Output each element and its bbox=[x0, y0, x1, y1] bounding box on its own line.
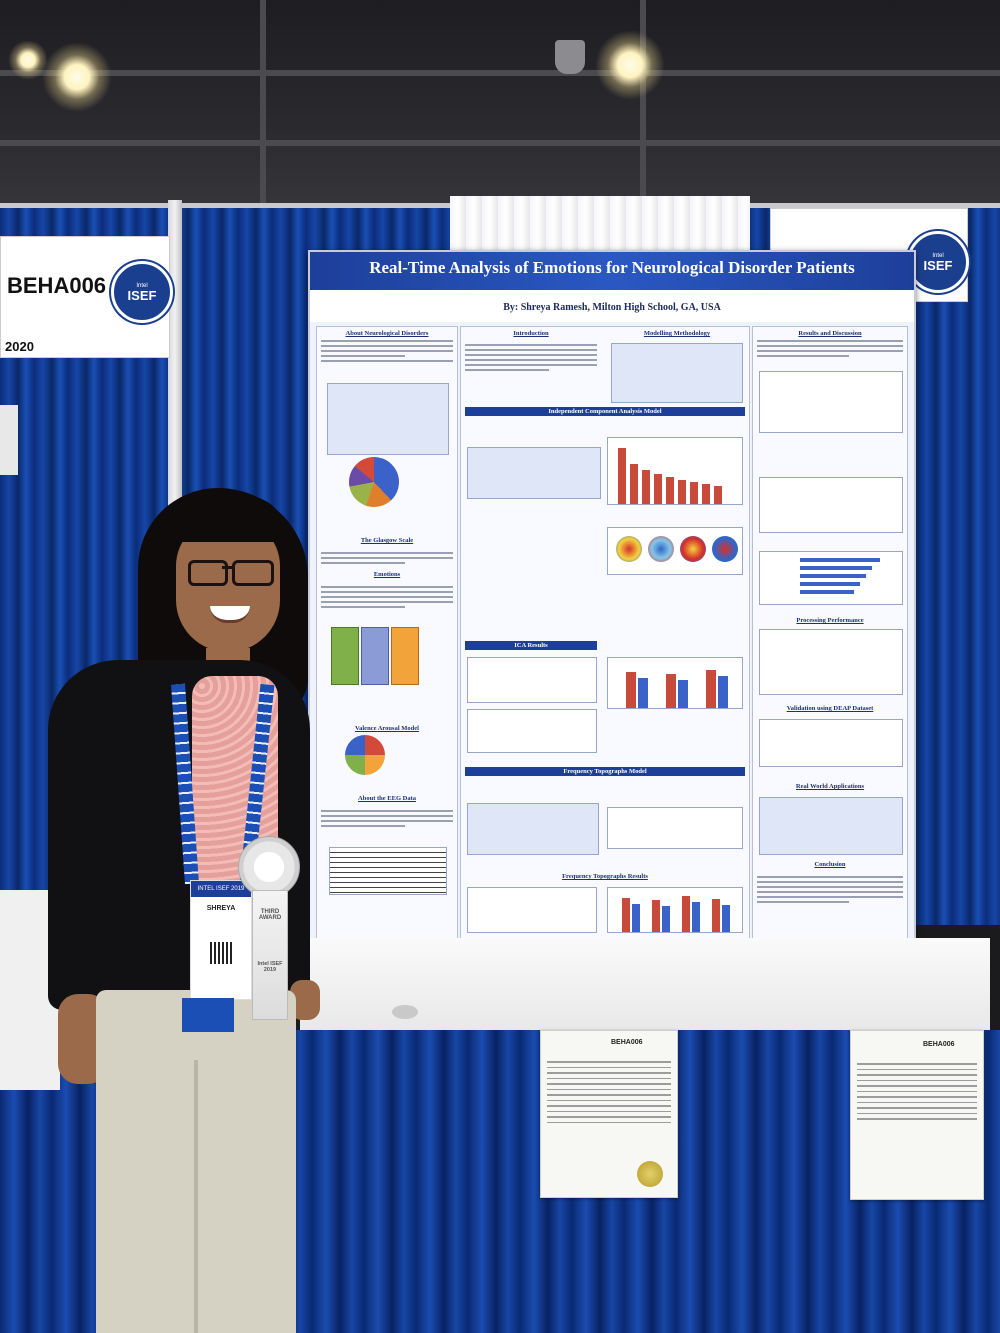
desk-paper-left: BEHA006 bbox=[540, 1030, 678, 1198]
ceiling-light bbox=[42, 42, 112, 112]
left-sleeve bbox=[48, 760, 128, 1000]
section-heading: Frequency Topographs Results bbox=[562, 873, 648, 880]
ribbon-text: THIRD bbox=[260, 909, 280, 915]
isef-logo: Intel ISEF bbox=[111, 261, 173, 323]
section-heading: The Glasgow Scale bbox=[360, 537, 414, 544]
figure-flowchart bbox=[327, 383, 449, 455]
isef-logo: Intel ISEF bbox=[907, 231, 969, 293]
poster-column-1: About Neurological Disorders The Glasgow… bbox=[316, 326, 458, 940]
glasses-left bbox=[188, 560, 228, 586]
results-table-2 bbox=[759, 477, 903, 533]
award-ribbon: THIRD AWARD Intel ISEF 2019 bbox=[252, 890, 288, 1020]
ica-diagram bbox=[467, 447, 601, 499]
desk-paper-right: BEHA006 bbox=[850, 1030, 984, 1200]
ica-line-chart bbox=[467, 657, 597, 703]
poster-column-center: Introduction Modelling Methodology Indep… bbox=[460, 326, 750, 940]
sign-year: 2020 bbox=[5, 339, 34, 354]
ceiling-truss bbox=[0, 140, 1000, 146]
paper-code: BEHA006 bbox=[923, 1041, 955, 1048]
section-heading: Frequency Topographs Model bbox=[465, 767, 745, 776]
white-drape bbox=[450, 196, 750, 256]
glasses-right bbox=[232, 560, 274, 586]
ribbon-text: Intel ISEF 2019 bbox=[257, 961, 283, 973]
name-badge: INTEL ISEF 2019 SHREYA bbox=[190, 880, 252, 1000]
glasses-bridge bbox=[222, 566, 234, 569]
ceiling-truss bbox=[0, 70, 1000, 76]
smile bbox=[210, 606, 250, 623]
paper-code: BEHA006 bbox=[611, 1039, 643, 1046]
hair-top bbox=[170, 496, 286, 542]
pants-seam bbox=[194, 1060, 198, 1333]
poster-byline: By: Shreya Ramesh, Milton High School, G… bbox=[503, 302, 721, 313]
results-hbar-chart bbox=[759, 551, 903, 605]
ceiling-light bbox=[595, 30, 665, 100]
section-heading: Results and Discussion bbox=[798, 330, 862, 337]
section-heading: Processing Performance bbox=[796, 617, 864, 624]
methodology-flowchart bbox=[611, 343, 743, 403]
freq-topomaps bbox=[607, 807, 743, 849]
applications-diagram bbox=[759, 797, 903, 855]
ica-results-bar-chart bbox=[607, 657, 743, 709]
award-rosette bbox=[238, 836, 300, 898]
badge-tab bbox=[182, 998, 234, 1032]
section-heading: ICA Results bbox=[465, 641, 597, 650]
figure-box-blue bbox=[361, 627, 389, 685]
section-heading: Independent Component Analysis Model bbox=[465, 407, 745, 416]
ribbon-text: AWARD bbox=[258, 915, 282, 921]
section-heading: Real World Applications bbox=[795, 783, 865, 790]
valence-wheel-figure bbox=[345, 735, 385, 775]
spotlight-fixture bbox=[555, 40, 585, 74]
ceiling-truss bbox=[260, 0, 266, 205]
pie-chart-figure bbox=[349, 457, 399, 507]
ceiling-light bbox=[8, 40, 48, 80]
poster-byline-bar bbox=[310, 290, 914, 322]
freq-results-bar-chart bbox=[607, 887, 743, 933]
section-heading: About Neurological Disorders bbox=[345, 330, 429, 337]
poster-column-4: Results and Discussion Processing Perfor… bbox=[752, 326, 908, 940]
ica-bar-chart bbox=[607, 437, 743, 505]
poster: Real-Time Analysis of Emotions for Neuro… bbox=[308, 250, 916, 946]
table-object bbox=[392, 1005, 418, 1019]
poster-title-bar bbox=[310, 252, 914, 290]
ceiling bbox=[0, 0, 1000, 205]
ceiling-truss bbox=[640, 0, 646, 205]
freq-diagram bbox=[467, 803, 599, 855]
section-heading: Validation using DEAP Dataset bbox=[786, 705, 874, 712]
gold-seal bbox=[637, 1161, 663, 1187]
section-heading: Conclusion bbox=[814, 861, 846, 868]
figure-box-green bbox=[331, 627, 359, 685]
brain-topomaps bbox=[607, 527, 743, 575]
section-heading: Modelling Methodology bbox=[643, 330, 711, 337]
validation-chart bbox=[759, 719, 903, 767]
section-heading: Valence Arousal Model bbox=[355, 725, 419, 732]
section-heading: Introduction bbox=[513, 330, 549, 337]
freq-line-chart bbox=[467, 887, 597, 933]
results-table bbox=[759, 371, 903, 433]
booth-sign: BEHA006 Intel ISEF 2020 bbox=[0, 236, 173, 358]
badge-event: INTEL ISEF 2019 bbox=[191, 881, 251, 897]
figure-box-orange bbox=[391, 627, 419, 685]
badge-qr-icon bbox=[210, 942, 232, 964]
section-heading: About the EEG Data bbox=[358, 795, 416, 802]
neighbor-poster-edge bbox=[0, 405, 18, 475]
section-heading: Emotions bbox=[373, 571, 401, 578]
processing-table bbox=[759, 629, 903, 695]
eeg-signal-figure bbox=[329, 847, 447, 895]
project-code: BEHA006 bbox=[7, 273, 107, 298]
poster-title: Real-Time Analysis of Emotions for Neuro… bbox=[369, 258, 855, 277]
badge-name: SHREYA bbox=[206, 905, 236, 912]
ica-line-chart-2 bbox=[467, 709, 597, 753]
